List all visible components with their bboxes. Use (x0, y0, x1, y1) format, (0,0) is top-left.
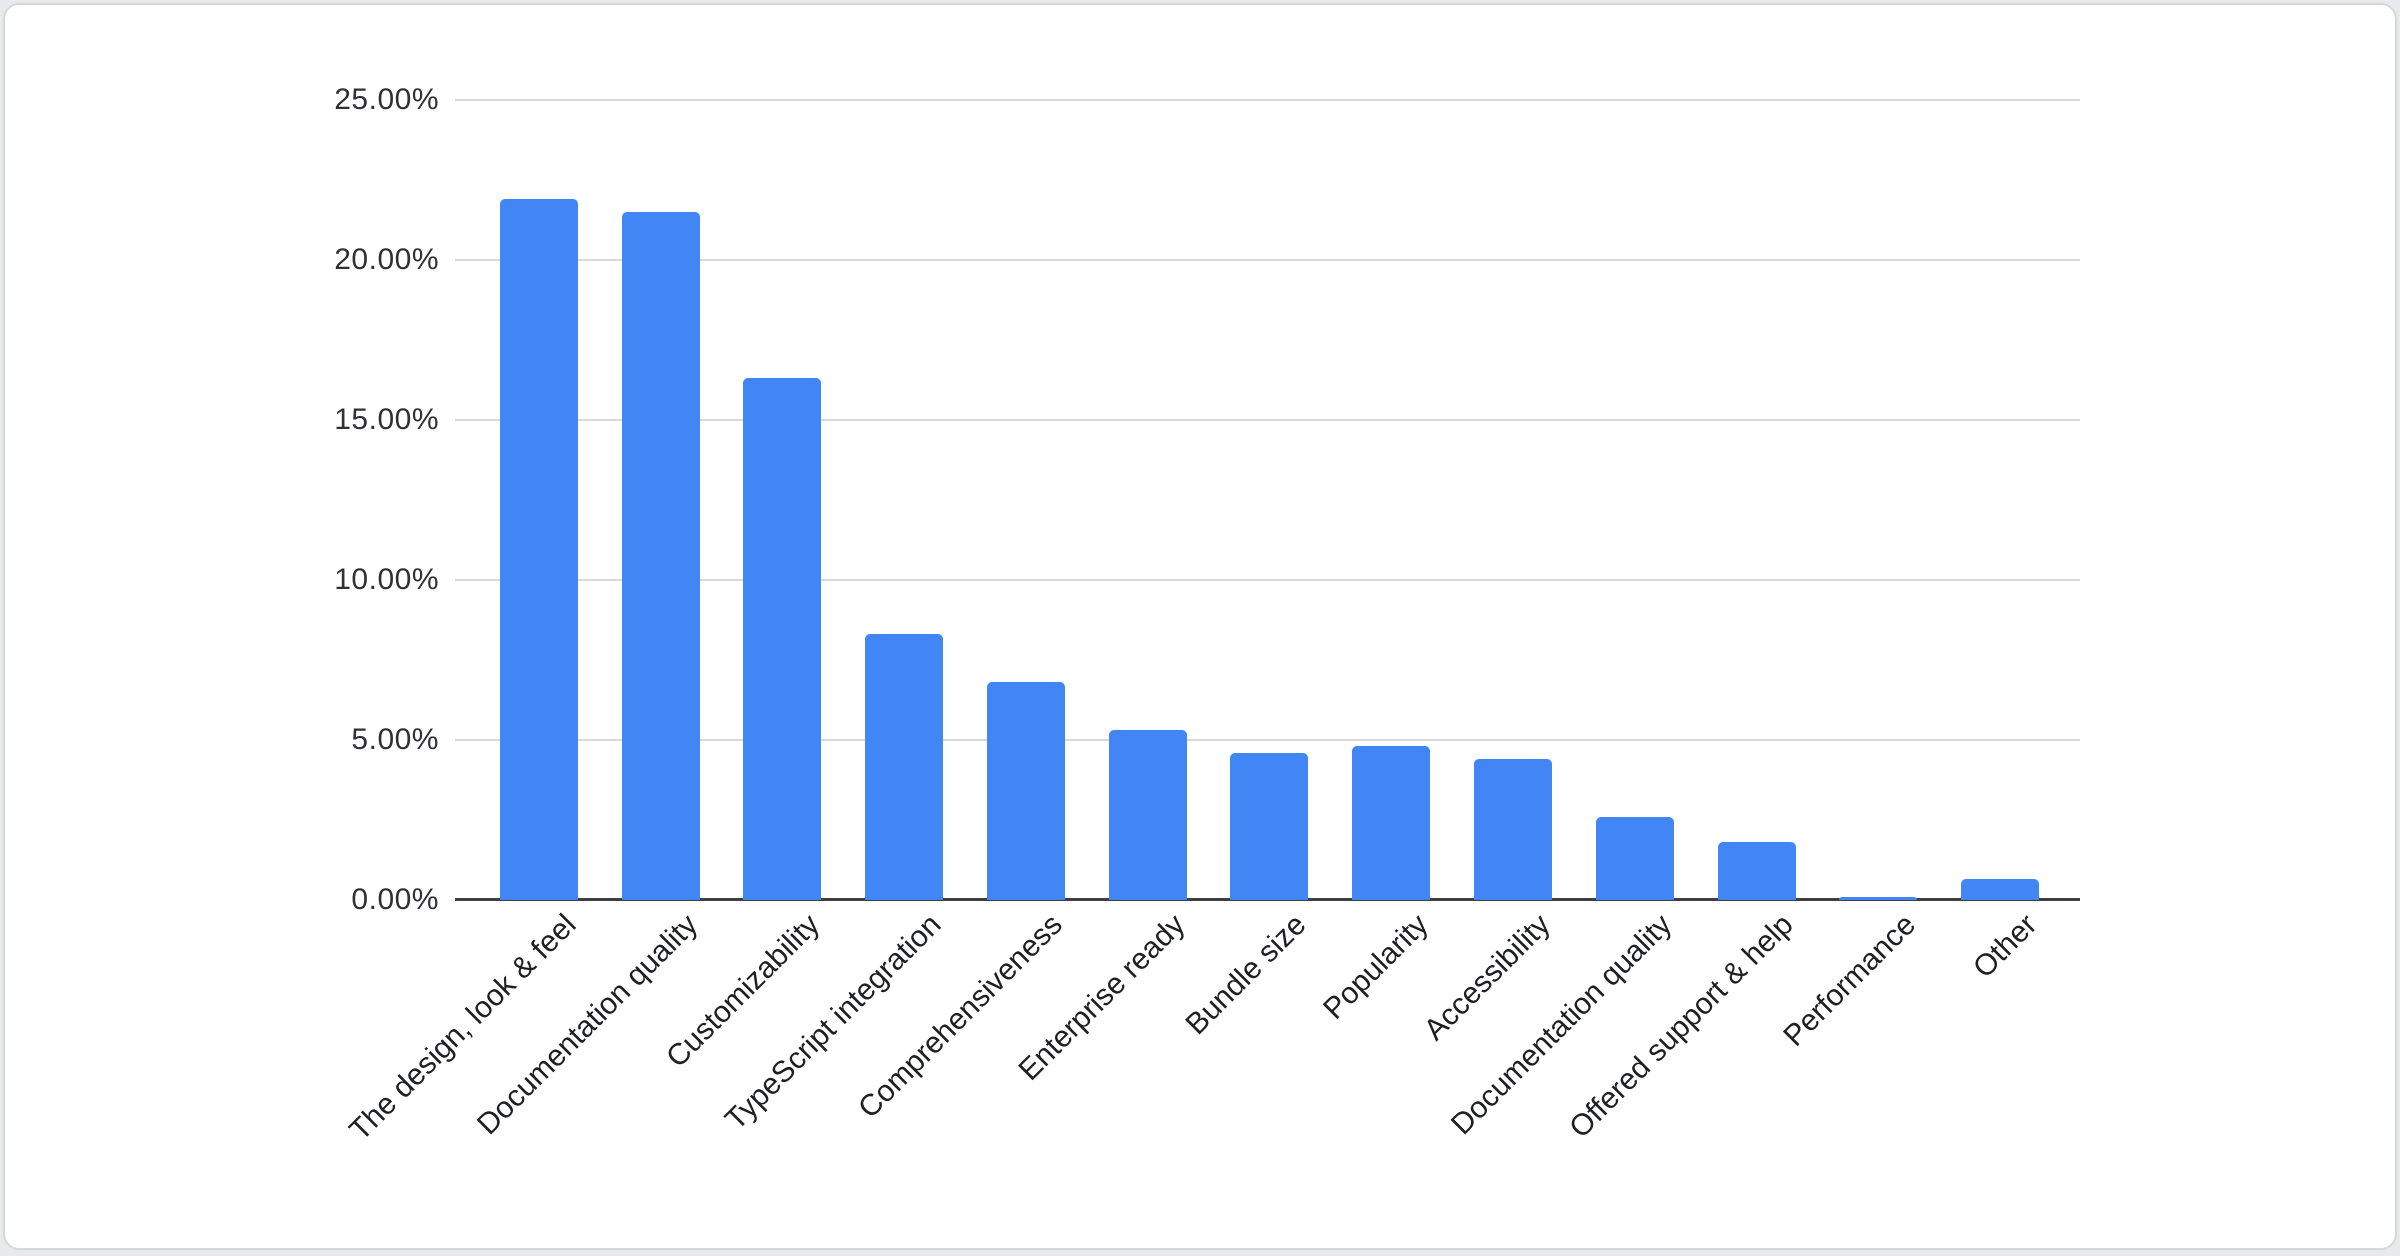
y-axis-tick-label: 15.00% (334, 403, 439, 436)
bar-offered-support-help[interactable] (1717, 842, 1796, 900)
gridline (455, 259, 2080, 261)
bar-band (1696, 100, 1818, 900)
bar-typescript-integration[interactable] (865, 634, 944, 900)
bar-band (722, 100, 844, 900)
bar-band (1574, 100, 1696, 900)
x-axis-category-label: Other (1967, 908, 2044, 985)
x-axis-category-label: Bundle size (1179, 908, 1313, 1042)
bar-band (1330, 100, 1452, 900)
gridline (455, 99, 2080, 101)
bar-band (1817, 100, 1939, 900)
x-axis-category-label: The design, look & feel (343, 908, 583, 1148)
y-axis: 25.00% 20.00% 15.00% 10.00% 5.00% 0.00% (5, 83, 439, 916)
x-axis-category-label: Documentation quality (470, 908, 704, 1142)
gridline (455, 419, 2080, 421)
bar-band (1087, 100, 1209, 900)
gridline (455, 739, 2080, 741)
x-axis-category-label: Documentation quality (1444, 908, 1679, 1142)
bar-accessibility[interactable] (1474, 759, 1552, 900)
gridline (455, 579, 2080, 581)
bar-band (1452, 100, 1574, 900)
bar-other[interactable] (1961, 879, 2040, 900)
bar-band (1939, 100, 2061, 900)
bar-enterprise-ready[interactable] (1108, 730, 1187, 900)
bar-performance[interactable] (1839, 896, 1918, 900)
bar-series (478, 100, 2061, 900)
bar-band (965, 100, 1087, 900)
x-axis-category-label: Popularity (1316, 908, 1435, 1026)
x-axis-category-label: TypeScript integration (719, 908, 948, 1137)
bar-popularity[interactable] (1352, 746, 1431, 900)
bar-bundle-size[interactable] (1230, 752, 1309, 900)
y-axis-tick-label: 20.00% (334, 243, 439, 276)
bar-the-design-look-feel[interactable] (499, 199, 578, 900)
bar-band (843, 100, 965, 900)
chart-card: 25.00% 20.00% 15.00% 10.00% 5.00% 0.00% The d… (3, 3, 2397, 1250)
bar-band (1209, 100, 1331, 900)
bar-band (600, 100, 722, 900)
bar-documentation-quality[interactable] (1595, 816, 1674, 900)
y-axis-tick-label: 5.00% (351, 723, 439, 756)
y-axis-tick-label: 0.00% (351, 883, 439, 916)
bar-band (478, 100, 600, 900)
bar-documentation-quality[interactable] (621, 212, 700, 900)
y-axis-tick-label: 25.00% (334, 83, 439, 116)
x-axis-category-label: Offered support & help (1563, 908, 1800, 1145)
bar-comprehensiveness[interactable] (986, 682, 1065, 900)
y-axis-tick-label: 10.00% (334, 563, 439, 596)
x-axis-category-label: Comprehensiveness (852, 908, 1070, 1125)
bar-customizability[interactable] (743, 378, 822, 900)
